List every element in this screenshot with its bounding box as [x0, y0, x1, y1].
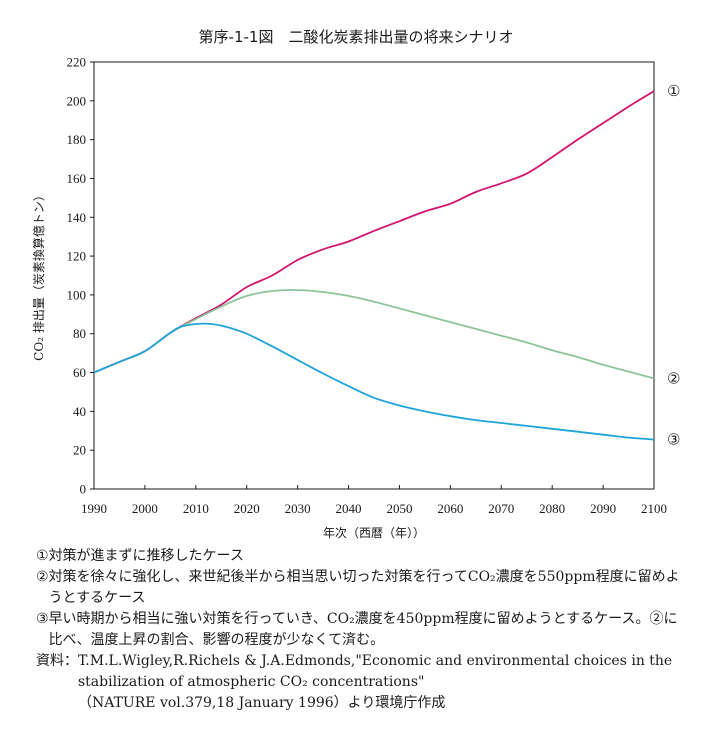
note-2-text: 対策を徐々に強化し、来世紀後半から相当思い切った対策を行ってCO₂濃度を550p… — [48, 569, 680, 606]
source-text: T.M.L.Wigley,R.Richels & J.A.Edmonds,"Ec… — [78, 651, 686, 714]
x-axis: 1990 2000 2010 2020 2030 2040 2050 2060 2070 2080… — [81, 485, 667, 516]
y-tick-label: 80 — [73, 326, 86, 341]
y-tick-label: 60 — [73, 365, 86, 380]
plot-frame — [93, 61, 655, 490]
x-tick-label: 2010 — [183, 501, 209, 516]
series-end-labels: ① ② ③ — [667, 82, 680, 448]
x-axis-label: 年次（西暦（年）） — [323, 526, 425, 540]
x-tick-label: 2040 — [336, 501, 362, 516]
x-tick-label: 2020 — [234, 501, 260, 516]
source-line-2: stabilization of atmospheric CO₂ concent… — [78, 674, 425, 690]
y-tick-label: 40 — [73, 404, 86, 419]
source-line-1: T.M.L.Wigley,R.Richels & J.A.Edmonds,"Ec… — [78, 653, 673, 669]
x-tick-label: 2100 — [641, 501, 667, 516]
notes-section: ① 対策が進まずに推移したケース ② 対策を徐々に強化し、来世紀後半から相当思い… — [36, 546, 686, 714]
y-tick-label: 220 — [67, 55, 87, 70]
co2-scenario-chart: 第序-1-1図 二酸化炭素排出量の将来シナリオ 0204060801001201… — [31, 28, 680, 540]
x-tick-label: 2090 — [590, 501, 616, 516]
series-label-3: ③ — [667, 431, 680, 449]
note-3-text: 早い時期から相当に強い対策を行っていき、CO₂濃度を450ppm程度に留めようと… — [48, 611, 678, 648]
note-1-text: 対策が進まずに推移したケース — [48, 548, 244, 564]
source-line-3: （NATURE vol.379,18 January 1996）より環境庁作成 — [78, 695, 446, 711]
x-tick-label: 2030 — [285, 501, 311, 516]
x-tick-label: 1990 — [81, 501, 107, 516]
note-2: ② 対策を徐々に強化し、来世紀後半から相当思い切った対策を行ってCO₂濃度を55… — [36, 567, 686, 609]
series-line-2 — [93, 289, 655, 380]
note-1-mark: ① — [36, 548, 49, 564]
y-axis-label: CO₂ 排出量（炭素換算億トン） — [31, 189, 46, 361]
series-line-1 — [93, 90, 655, 374]
x-tick-label: 2070 — [488, 501, 514, 516]
series-lines — [93, 90, 655, 441]
note-3: ③ 早い時期から相当に強い対策を行っていき、CO₂濃度を450ppm程度に留めよ… — [36, 609, 686, 651]
y-tick-label: 180 — [67, 132, 87, 147]
y-tick-label: 200 — [67, 93, 87, 108]
y-tick-label: 0 — [80, 482, 87, 497]
y-tick-label: 140 — [67, 210, 87, 225]
x-tick-label: 2080 — [539, 501, 565, 516]
series-label-1: ① — [667, 82, 680, 100]
chart-title: 第序-1-1図 二酸化炭素排出量の将来シナリオ — [199, 28, 514, 46]
source-label: 資料： — [36, 653, 78, 669]
y-tick-label: 120 — [67, 249, 87, 264]
y-tick-label: 160 — [67, 171, 87, 186]
x-tick-label: 2000 — [132, 501, 158, 516]
x-tick-label: 2050 — [386, 501, 412, 516]
y-axis: 0 20 40 60 80 100 120 140 160 180 200 220 — [67, 55, 94, 497]
y-tick-label: 100 — [67, 287, 87, 302]
y-tick-label: 20 — [73, 443, 86, 458]
source-citation: 資料： T.M.L.Wigley,R.Richels & J.A.Edmonds… — [36, 651, 686, 714]
note-1: ① 対策が進まずに推移したケース — [36, 546, 686, 567]
note-3-mark: ③ — [36, 611, 49, 627]
x-tick-label: 2060 — [437, 501, 463, 516]
series-label-2: ② — [667, 369, 680, 387]
note-2-mark: ② — [36, 569, 49, 585]
series-line-3 — [93, 322, 655, 441]
